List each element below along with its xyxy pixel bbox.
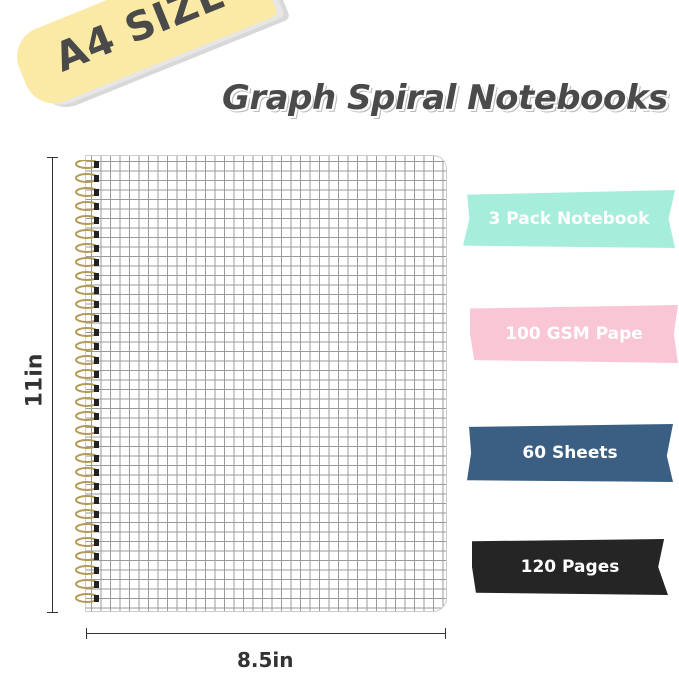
graph-notebook-page — [85, 155, 447, 612]
binding-hole — [94, 315, 99, 322]
binding-hole — [94, 245, 99, 252]
height-dimension-line — [47, 157, 58, 613]
binding-hole — [94, 413, 99, 420]
spiral-binding-icon — [75, 160, 99, 603]
binding-hole — [94, 539, 99, 546]
binding-hole — [94, 273, 99, 280]
binding-hole — [94, 385, 99, 392]
binding-hole — [94, 525, 99, 532]
binding-hole — [94, 161, 99, 168]
width-dimension-line — [86, 628, 446, 639]
binding-hole — [94, 343, 99, 350]
binding-hole — [94, 567, 99, 574]
feature-label: 60 Sheets — [522, 443, 618, 463]
product-title: Graph Spiral Notebooks — [222, 78, 668, 118]
feature-tape-gsm: 100 GSM Pape — [470, 305, 678, 363]
binding-hole — [94, 357, 99, 364]
feature-tape-sheets: 60 Sheets — [467, 424, 673, 482]
binding-hole — [94, 553, 99, 560]
binding-hole — [94, 469, 99, 476]
binding-hole — [94, 427, 99, 434]
binding-hole — [94, 511, 99, 518]
binding-hole — [94, 497, 99, 504]
binding-hole — [94, 287, 99, 294]
binding-hole — [94, 371, 99, 378]
feature-label: 120 Pages — [520, 557, 620, 577]
binding-hole — [94, 217, 99, 224]
width-label: 8.5in — [237, 648, 294, 672]
binding-hole — [94, 231, 99, 238]
feature-label: 3 Pack Notebook — [488, 209, 650, 229]
size-badge-label: A4 SIZE — [48, 0, 233, 82]
binding-hole — [94, 329, 99, 336]
binding-hole — [94, 595, 99, 602]
binding-hole — [94, 399, 99, 406]
binding-hole — [94, 483, 99, 490]
binding-hole — [94, 259, 99, 266]
binding-hole — [94, 301, 99, 308]
binding-hole — [94, 175, 99, 182]
binding-hole — [94, 441, 99, 448]
binding-hole — [94, 455, 99, 462]
feature-label: 100 GSM Pape — [505, 324, 643, 344]
feature-tape-pack: 3 Pack Notebook — [463, 190, 675, 248]
binding-hole — [94, 189, 99, 196]
feature-tape-pages: 120 Pages — [472, 539, 668, 595]
binding-hole — [94, 581, 99, 588]
binding-hole — [94, 203, 99, 210]
height-label: 11in — [22, 353, 48, 408]
